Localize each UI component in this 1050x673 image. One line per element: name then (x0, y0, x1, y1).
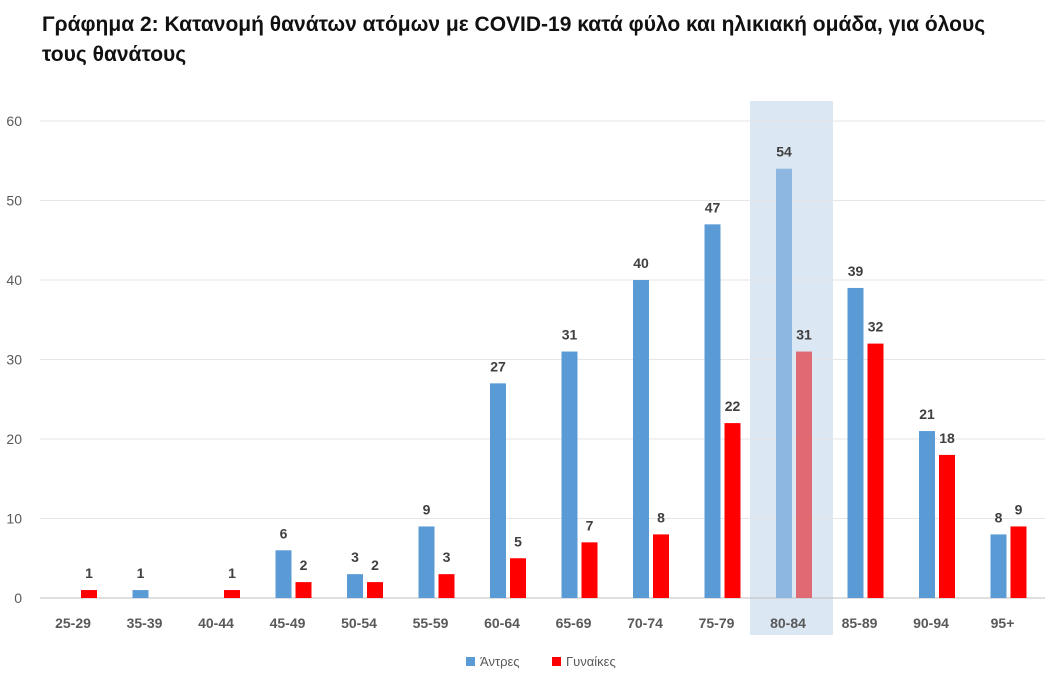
data-label: 27 (490, 358, 506, 374)
data-label: 8 (995, 509, 1003, 525)
bar-women (81, 590, 97, 598)
x-tick-label: 55-59 (413, 615, 449, 631)
x-tick-label: 60-64 (484, 615, 520, 631)
data-label: 18 (939, 430, 955, 446)
x-tick-label: 65-69 (556, 615, 592, 631)
x-tick-label: 25-29 (55, 615, 91, 631)
y-tick-label: 40 (6, 272, 22, 288)
bar-women (1010, 526, 1027, 598)
data-label: 21 (919, 406, 935, 422)
data-label: 32 (868, 319, 884, 335)
bar-women (224, 590, 240, 598)
data-label: 40 (633, 255, 649, 271)
data-label: 9 (1015, 501, 1023, 517)
x-tick-label: 40-44 (198, 615, 234, 631)
y-tick-label: 60 (6, 113, 22, 129)
data-label: 6 (280, 525, 288, 541)
x-tick-label: 95+ (991, 615, 1015, 631)
y-tick-label: 50 (6, 193, 22, 209)
bar-women (295, 582, 312, 598)
x-tick-label: 70-74 (627, 615, 663, 631)
bar-women (438, 574, 455, 598)
x-tick-label: 80-84 (770, 615, 806, 631)
data-label: 3 (351, 549, 359, 565)
bar-women (653, 534, 669, 598)
data-label: 9 (423, 501, 431, 517)
bar-men (704, 224, 721, 598)
data-label: 31 (796, 327, 812, 343)
data-label: 8 (657, 509, 665, 525)
x-tick-label: 50-54 (341, 615, 377, 631)
legend-swatch-men (466, 657, 475, 666)
bar-women (581, 542, 598, 598)
bar-men (347, 574, 363, 598)
x-tick-label: 75-79 (699, 615, 735, 631)
bar-men (633, 280, 649, 598)
bar-men (561, 351, 578, 598)
bar-women (724, 423, 741, 598)
data-label: 1 (85, 565, 93, 581)
data-label: 5 (514, 533, 522, 549)
bar-women (939, 454, 955, 598)
bar-men (847, 287, 864, 598)
y-tick-label: 10 (6, 511, 22, 527)
data-label: 54 (776, 144, 792, 160)
x-tick-label: 35-39 (127, 615, 163, 631)
y-tick-label: 0 (14, 590, 22, 606)
bar-men (418, 526, 435, 598)
bar-men (490, 383, 506, 598)
data-label: 1 (228, 565, 236, 581)
data-label: 22 (725, 398, 741, 414)
data-label: 39 (848, 263, 864, 279)
data-label: 3 (443, 549, 451, 565)
data-label: 47 (705, 199, 721, 215)
bar-women (510, 558, 526, 598)
bar-men (275, 550, 292, 598)
x-tick-label: 85-89 (842, 615, 878, 631)
data-label: 2 (300, 557, 308, 573)
data-label: 31 (562, 327, 578, 343)
data-label: 2 (371, 557, 379, 573)
y-tick-label: 30 (6, 352, 22, 368)
bar-women (867, 343, 884, 598)
x-tick-label: 45-49 (270, 615, 306, 631)
bar-women (367, 582, 383, 598)
data-label: 1 (137, 565, 145, 581)
x-tick-label: 90-94 (913, 615, 949, 631)
bar-men (990, 534, 1007, 598)
bar-men (919, 431, 935, 598)
bar-men (132, 590, 149, 598)
legend-label: Άντρες (480, 654, 520, 669)
data-label: 7 (586, 517, 594, 533)
y-tick-label: 20 (6, 431, 22, 447)
legend-swatch-women (552, 657, 561, 666)
bar-women (796, 351, 812, 598)
legend-label: Γυναίκες (566, 654, 616, 669)
chart-title: Γράφημα 2: Κατανομή θανάτων ατόμων με CO… (42, 13, 986, 66)
bar-men (776, 168, 792, 598)
